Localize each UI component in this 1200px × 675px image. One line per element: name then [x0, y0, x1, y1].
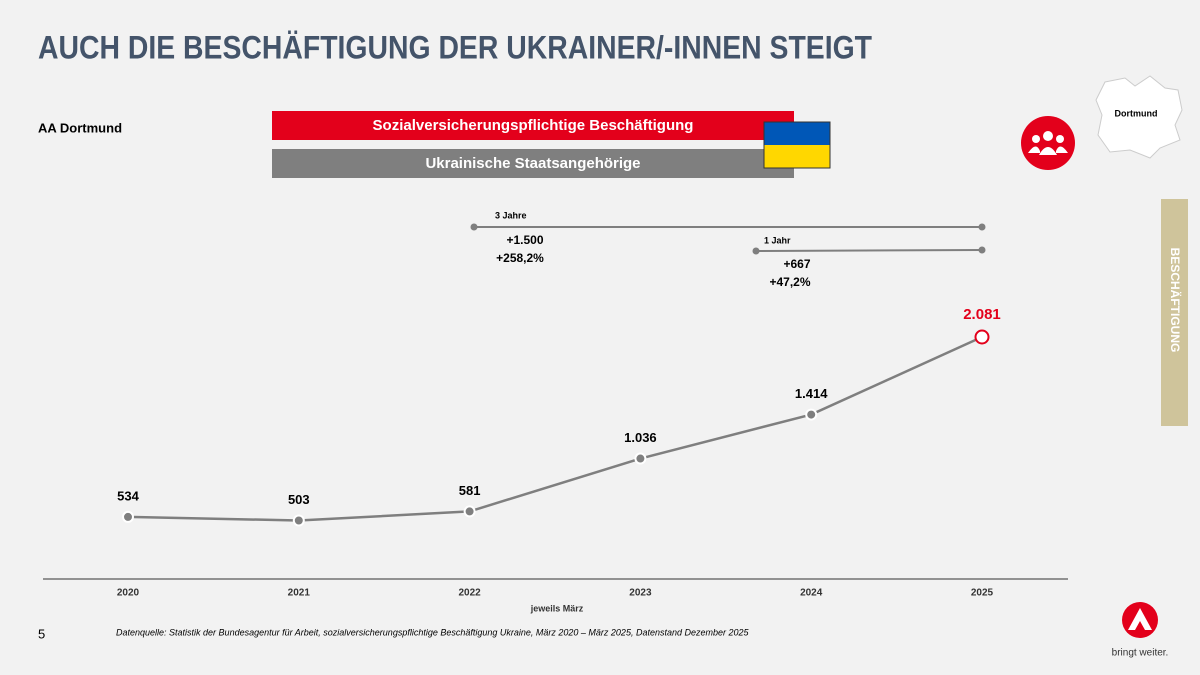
- x-tick-label: 2020: [117, 588, 140, 599]
- source: Datenquelle: Statistik der Bundesagentur…: [116, 627, 750, 637]
- plot: 2020 2021 2022 2023 2024 2025 534 503 581 1.036 1.…: [117, 306, 1001, 599]
- value-label: 1.414: [795, 386, 828, 401]
- page-number: 5: [38, 626, 45, 641]
- point: [292, 514, 305, 527]
- annotation-percent: +258,2%: [496, 251, 544, 265]
- logo-glyph: [1128, 608, 1152, 630]
- map-label: Dortmund: [1115, 108, 1158, 118]
- banner-red: [272, 111, 794, 140]
- bracket-line: [755, 249, 983, 252]
- x-tick-label: 2021: [288, 588, 311, 599]
- slide-title: AUCH DIE BESCHÄFTIGUNG DER UKRAINER/-INN…: [38, 29, 872, 65]
- x-tick-label: 2024: [800, 588, 823, 599]
- point: [805, 408, 818, 421]
- line: [127, 335, 983, 522]
- side-tab-text: BESCHÄFTIGUNG: [1168, 248, 1183, 353]
- annotation-label: 1 Jahr: [764, 235, 791, 245]
- x-axis-label: jeweils März: [530, 603, 584, 613]
- value-label: 581: [459, 483, 481, 498]
- bracket-end: [752, 247, 760, 255]
- x-tick-label: 2022: [458, 588, 481, 599]
- value-label: 534: [117, 488, 139, 503]
- bracket-end: [470, 223, 478, 231]
- x-tick-label: 2025: [971, 588, 994, 599]
- point: [463, 505, 476, 518]
- people-icon: [1021, 116, 1075, 170]
- point: [122, 510, 134, 523]
- flag-blue: [764, 122, 830, 145]
- point: [634, 452, 647, 465]
- people-glyph: [1028, 131, 1068, 155]
- value-label: 1.036: [624, 430, 657, 445]
- annotation-label: 3 Jahre: [495, 210, 527, 220]
- flag-border: [763, 121, 831, 169]
- x-tick-label: 2023: [629, 588, 652, 599]
- banner-gray: [272, 149, 794, 178]
- point: [974, 329, 990, 345]
- banner-text: Ukrainische Staatsangehörige: [425, 155, 640, 172]
- logo-text: bringt weiter.: [1112, 648, 1169, 659]
- annotation-percent: +47,2%: [769, 275, 810, 289]
- bracket-end: [978, 246, 986, 254]
- flag-yellow: [764, 145, 830, 168]
- value-label: 503: [288, 492, 310, 507]
- value-label: 2.081: [963, 306, 1001, 323]
- region: AA Dortmund: [38, 120, 122, 135]
- map: [1095, 75, 1183, 159]
- bracket-end: [978, 223, 986, 231]
- side-tab: [1161, 199, 1188, 426]
- annotation-change: +667: [783, 257, 810, 271]
- annotation-change: +1.500: [506, 233, 543, 247]
- banner-text: Sozialversicherungspflichtige Beschäftig…: [373, 117, 694, 134]
